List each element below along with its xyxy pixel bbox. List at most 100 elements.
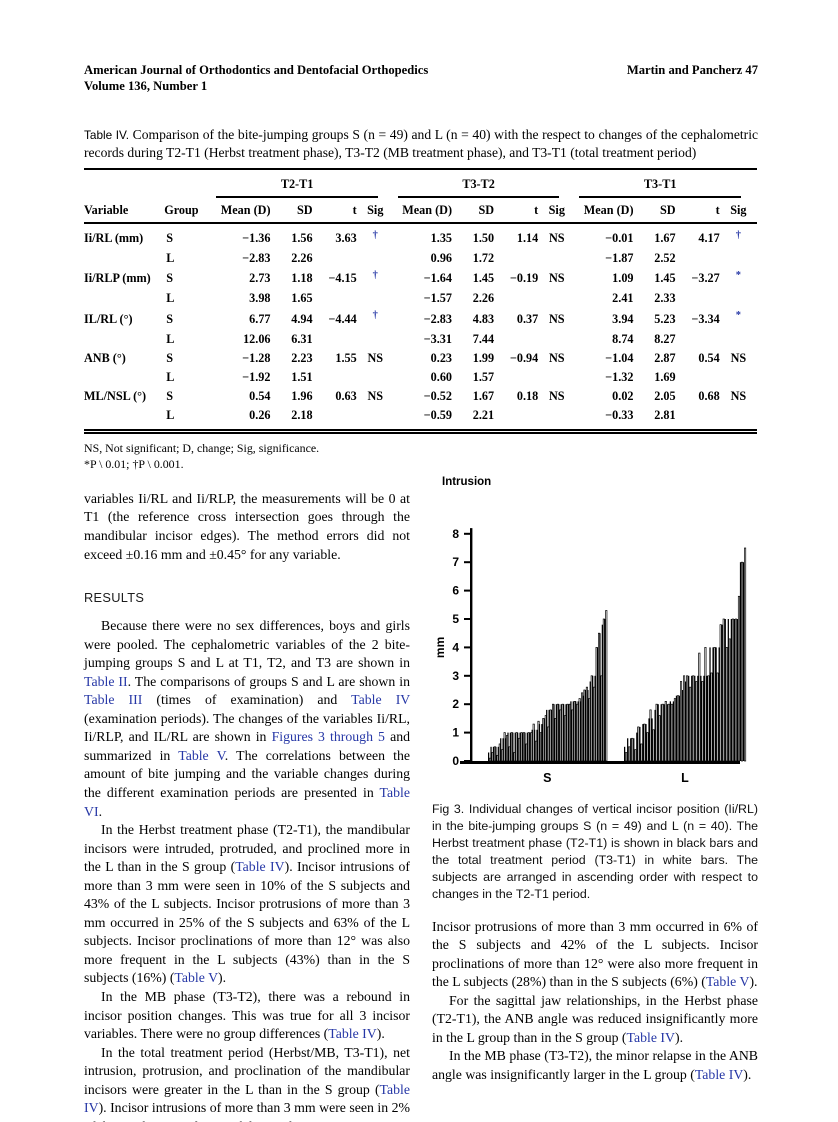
cell-variable [84, 289, 164, 308]
col-header-sd: SD [452, 197, 495, 224]
cell-value: −1.04 [605, 350, 634, 365]
cell-value: 1.09 [612, 271, 634, 286]
period-header-t3t2: T3-T2 [397, 177, 560, 198]
cell-group: L [166, 331, 175, 346]
cell-value: 3.94 [612, 311, 634, 326]
cell-value: 2.81 [654, 408, 676, 423]
white-bar [704, 646, 707, 762]
cell-variable [84, 406, 164, 432]
cell-value [720, 289, 757, 308]
chart-title: Intrusion [442, 475, 492, 488]
col-header-mean: Mean (D) [393, 197, 452, 224]
col-header-sd: SD [270, 197, 313, 224]
y-tick-label: 7 [452, 555, 459, 569]
cell-value: 2.87 [654, 350, 676, 365]
col-header-mean: Mean (D) [212, 197, 271, 224]
cell-value: NS [548, 311, 565, 326]
cross-reference-link[interactable]: Figures 3 through 5 [271, 729, 385, 745]
white-bar [634, 749, 637, 762]
cell-variable: Ii/RLP (mm) [84, 271, 151, 286]
cross-reference-link[interactable]: Table V [174, 970, 219, 986]
white-bar [692, 675, 695, 762]
white-bar [652, 729, 655, 762]
cell-value [494, 249, 538, 268]
white-bar [658, 715, 661, 762]
period-header-row: T2-T1 T3-T2 T3-T1 [84, 169, 757, 198]
cell-value [357, 330, 394, 349]
section-heading: RESULTS [84, 590, 145, 606]
cross-reference-link[interactable]: Table IV [694, 1066, 744, 1082]
cell-value: −3.27 [691, 271, 720, 286]
cross-reference-link[interactable]: Table V [705, 974, 750, 990]
cross-reference-link[interactable]: Table III [84, 692, 143, 708]
col-header-sig: Sig [719, 197, 757, 224]
white-bar [689, 686, 692, 762]
cell-value: −2.83 [423, 311, 452, 326]
table-footnotes: NS, Not significant; D, change; Sig, sig… [84, 441, 758, 472]
x-group-label: L [681, 771, 689, 785]
white-bar [661, 703, 664, 762]
cell-value [494, 406, 538, 432]
comparison-table: T2-T1 T3-T2 T3-T1 Variable Group Mean (D… [84, 167, 757, 435]
right-column: Intrusion 0 1 2 3 4 5 6 7 8 mm S L Fig 3. Individua… [432, 476, 758, 1122]
white-bar [670, 703, 673, 762]
white-bar [676, 695, 680, 762]
white-bar [667, 703, 670, 762]
white-bar [631, 737, 634, 762]
white-bar [713, 646, 716, 762]
cell-value [676, 368, 720, 387]
col-header-sd: SD [633, 197, 676, 224]
white-bar [716, 672, 719, 762]
cell-value: 1.55 [335, 350, 357, 365]
white-bar [734, 618, 737, 762]
col-header-t: t [494, 197, 539, 224]
cross-reference-link[interactable]: Table IV [328, 1026, 377, 1042]
y-tick-label: 4 [452, 640, 459, 654]
cell-value [313, 406, 357, 432]
cross-reference-link[interactable]: Table IV [235, 859, 285, 875]
cell-value: 1.67 [472, 389, 495, 404]
cross-reference-link[interactable]: Table II [84, 673, 128, 689]
cell-value: 1.57 [472, 370, 495, 385]
cell-group: L [166, 370, 175, 385]
cell-value: −1.64 [423, 271, 452, 286]
cross-reference-link[interactable]: Table IV [626, 1029, 675, 1045]
two-column-body: variables Ii/RL and Ii/RLP, the measurem… [84, 476, 758, 1122]
cell-value: −0.52 [423, 389, 452, 404]
cell-value [538, 406, 575, 432]
cell-value [313, 368, 357, 387]
cell-value [357, 368, 394, 387]
white-bar [728, 638, 731, 762]
cell-value: 1.67 [654, 230, 676, 245]
cell-value [676, 249, 720, 268]
cell-value [720, 330, 757, 349]
cell-value: 2.52 [654, 250, 676, 265]
cell-value [357, 249, 394, 268]
cell-value: −4.44 [328, 311, 357, 326]
cell-value: −4.15 [328, 271, 357, 286]
white-bar [741, 561, 744, 762]
figure-caption: Fig 3. Individual changes of vertical in… [432, 801, 758, 902]
paragraph: For the sagittal jaw relationships, in t… [432, 992, 758, 1045]
authors-page-number: Martin and Pancherz 47 [626, 63, 758, 77]
col-header-variable: Variable [84, 197, 165, 224]
paragraph: In the Herbst treatment phase (T2-T1), t… [84, 822, 411, 986]
cell-group: S [166, 389, 173, 404]
paragraph: Because there were no sex differences, b… [84, 618, 411, 819]
white-bar [643, 723, 646, 762]
cell-value: −0.01 [605, 230, 634, 245]
cross-reference-link[interactable]: Table IV [84, 1081, 410, 1116]
cell-value [538, 368, 575, 387]
cell-value: 1.56 [291, 230, 313, 245]
cell-variable [84, 249, 164, 268]
cross-reference-link[interactable]: Table V [178, 747, 225, 763]
cell-variable: ANB (°) [84, 350, 126, 365]
bar-chart: 0 1 2 3 4 5 6 7 8 mm S L [432, 490, 758, 795]
right-column-text: Incisor protrusions of more than 3 mm oc… [432, 918, 758, 1085]
cross-reference-link[interactable]: Table VI [84, 784, 410, 819]
cell-value: 0.96 [430, 250, 452, 265]
cell-value: 7.44 [472, 331, 495, 346]
cross-reference-link[interactable]: Table IV [351, 692, 411, 708]
cell-value: NS [730, 350, 747, 365]
significance-marker: † [372, 270, 378, 282]
